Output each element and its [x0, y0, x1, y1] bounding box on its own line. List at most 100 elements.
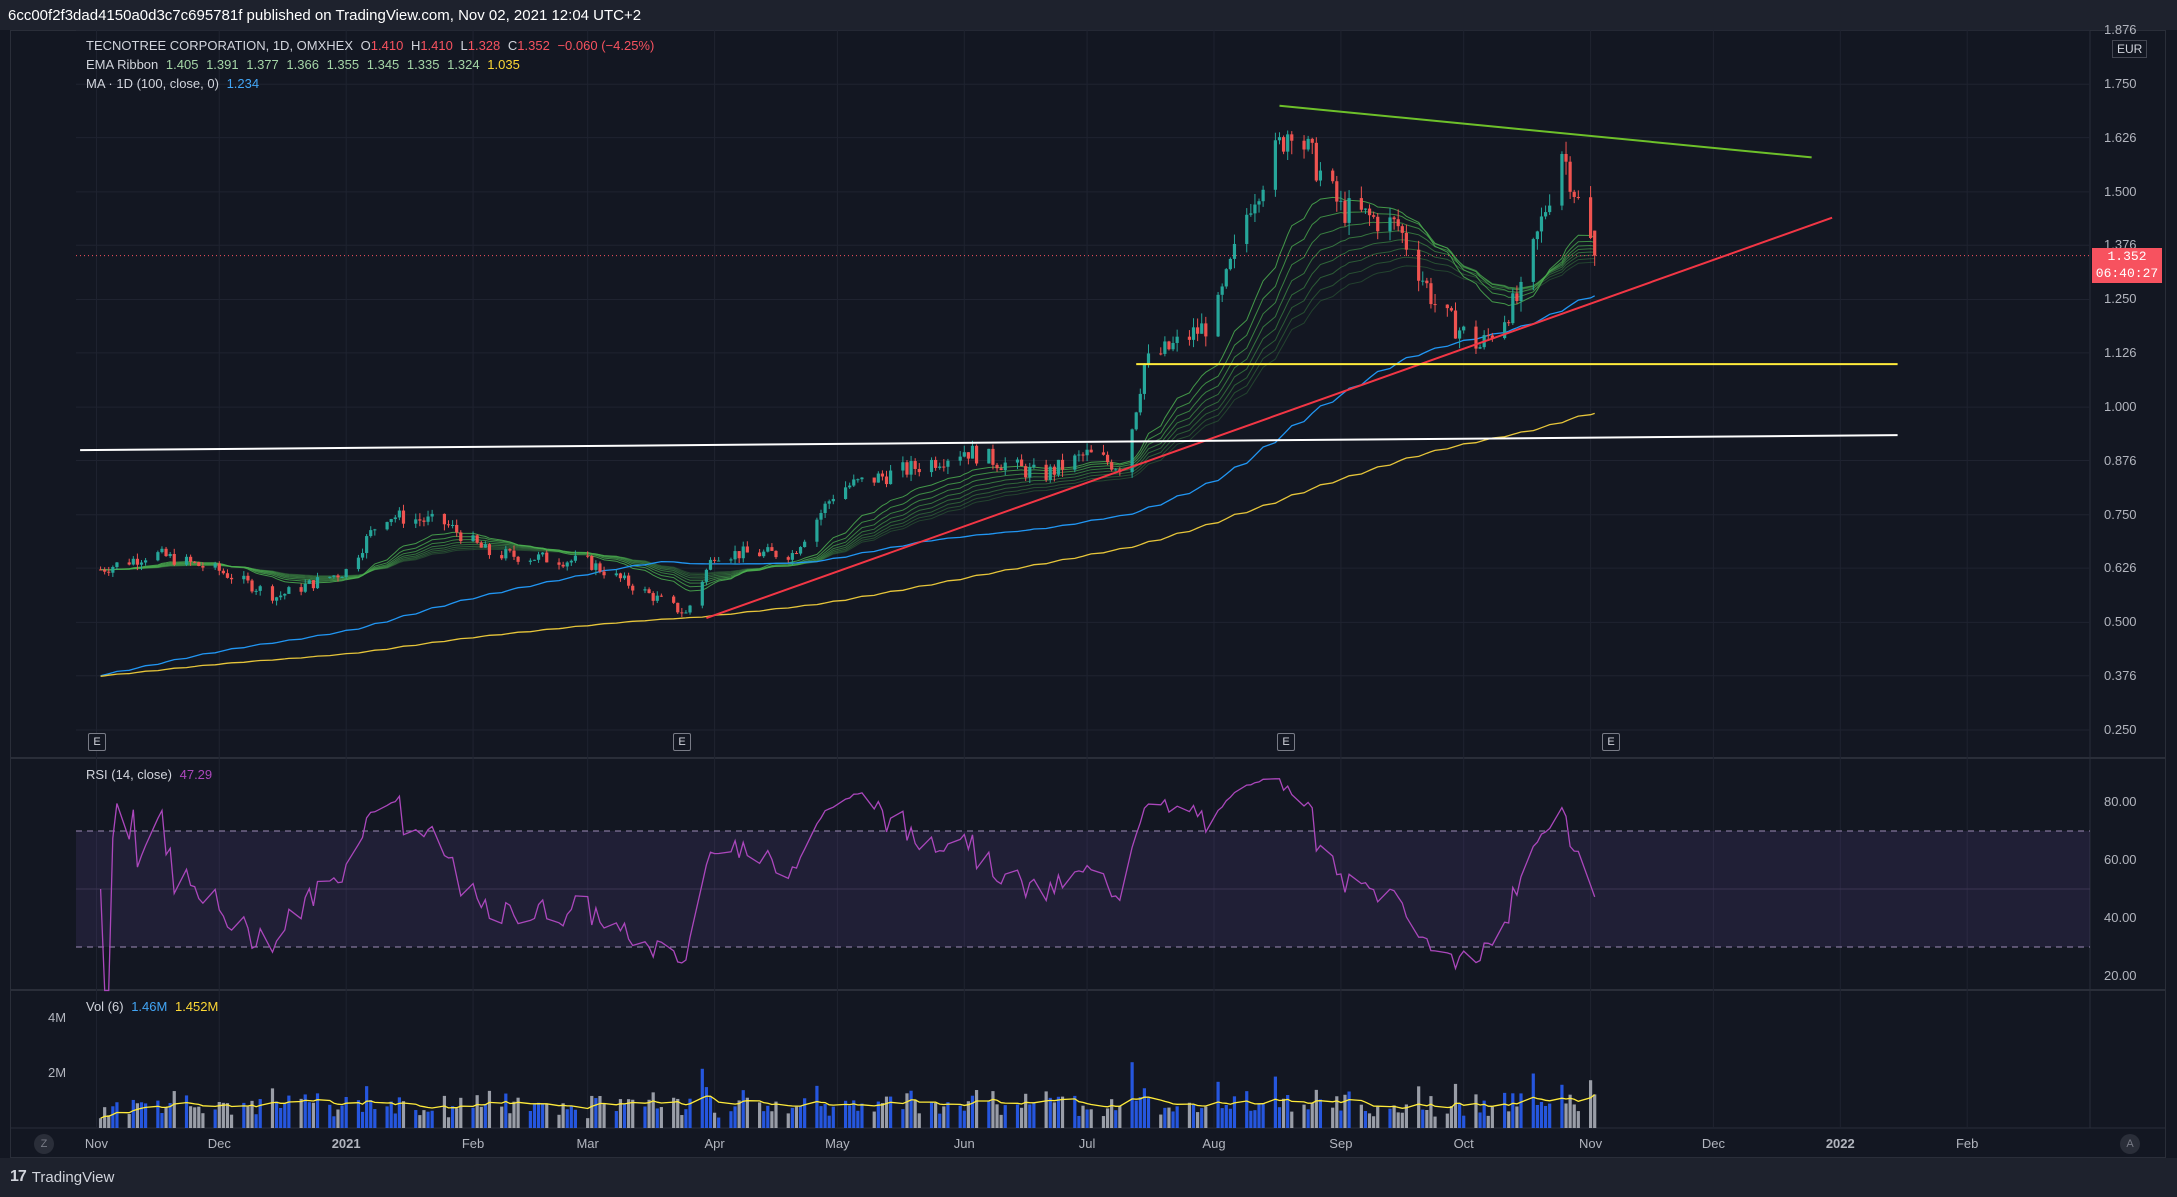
volume-bar: [848, 1105, 852, 1128]
volume-bar: [704, 1087, 708, 1128]
candle-body: [532, 559, 537, 561]
candle-body: [737, 551, 741, 559]
legend-ema-label[interactable]: EMA Ribbon: [86, 57, 159, 72]
candle-body: [1363, 208, 1368, 210]
candle-body: [500, 555, 504, 559]
volume-bar: [1142, 1088, 1147, 1128]
candle-body: [1220, 286, 1224, 295]
volume-ma-line: [100, 1094, 1596, 1119]
volume-bar: [758, 1102, 762, 1128]
volume-bar: [1417, 1086, 1421, 1128]
legend-ma-value: 1.234: [226, 76, 260, 91]
candle-body: [712, 559, 717, 561]
volume-bar: [193, 1107, 197, 1128]
candle-body: [917, 468, 921, 473]
candle-body: [889, 470, 893, 485]
candle-body: [1310, 138, 1314, 143]
time-tick-label: Dec: [207, 1136, 231, 1151]
candle-body: [672, 596, 676, 603]
volume-bar: [1482, 1100, 1486, 1128]
volume-bar: [917, 1113, 921, 1128]
candle-body: [966, 452, 970, 459]
candle-body: [884, 476, 889, 485]
volume-bar: [1216, 1081, 1220, 1128]
volume-bar: [1261, 1103, 1265, 1128]
legend-vol-label[interactable]: Vol (6): [86, 999, 124, 1014]
volume-bar: [307, 1102, 311, 1128]
volume-bar: [1363, 1110, 1368, 1128]
volume-bar: [504, 1093, 508, 1128]
candle-body: [1376, 216, 1380, 232]
volume-bar: [311, 1102, 316, 1128]
price-tick-label: 0.250: [2104, 722, 2137, 737]
volume-bar: [274, 1101, 279, 1128]
volume-bar: [455, 1108, 459, 1128]
volume-bar: [1335, 1096, 1339, 1128]
volume-bar: [774, 1101, 778, 1128]
candle-body: [962, 452, 966, 457]
ema-ribbon-line: [100, 196, 1595, 592]
volume-bar: [508, 1113, 512, 1128]
time-tick-label: Dec: [1701, 1136, 1725, 1151]
volume-bar: [1343, 1094, 1347, 1128]
volume-bar: [385, 1106, 389, 1128]
legend-ma-label[interactable]: MA · 1D (100, close, 0): [86, 76, 219, 91]
volume-bar: [852, 1100, 856, 1128]
currency-badge[interactable]: EUR: [2112, 40, 2148, 58]
volume-bar: [201, 1113, 205, 1128]
volume-bar: [242, 1102, 246, 1128]
volume-bar: [1560, 1084, 1564, 1128]
volume-bar: [1572, 1104, 1576, 1128]
legend-symbol[interactable]: TECNOTREE CORPORATION, 1D, OMXHEX: [86, 38, 354, 53]
time-tick-label: 2021: [331, 1136, 361, 1151]
volume-bar: [1425, 1110, 1429, 1128]
chart-frame[interactable]: [10, 30, 2166, 1158]
candle-body: [360, 553, 365, 558]
candle-body: [762, 551, 766, 557]
zoom-reset-button[interactable]: Z: [34, 1134, 54, 1154]
legend-h-label: H: [410, 38, 421, 53]
candle-body: [1052, 466, 1056, 475]
volume-bar: [1105, 1108, 1110, 1128]
volume-bar: [315, 1093, 320, 1128]
candle-body: [1224, 269, 1228, 287]
brand[interactable]: 17 TradingView: [10, 1168, 114, 1186]
volume-bar: [614, 1111, 618, 1128]
volume-bar: [974, 1090, 979, 1128]
rsi-tick-label: 40.00: [2104, 910, 2137, 925]
candle-body: [103, 569, 107, 572]
candle-body: [254, 590, 258, 592]
volume-bar: [717, 1117, 721, 1128]
candle-body: [1105, 454, 1110, 463]
candle-body: [287, 587, 291, 594]
volume-bar: [446, 1117, 451, 1128]
time-tick-label: Feb: [1955, 1136, 1979, 1151]
candle-body: [1417, 249, 1421, 281]
candle-body: [561, 564, 565, 567]
earnings-badge[interactable]: E: [1602, 733, 1620, 751]
volume-bar: [860, 1103, 864, 1128]
volume-bar: [643, 1106, 647, 1128]
bar-countdown: 06:40:27: [2095, 266, 2159, 281]
earnings-badge[interactable]: E: [88, 733, 106, 751]
candle-body: [999, 468, 1003, 471]
volume-bar: [970, 1095, 975, 1128]
candle-body: [356, 557, 361, 570]
candle-body: [459, 532, 463, 542]
earnings-badge[interactable]: E: [673, 733, 691, 751]
volume-bar: [934, 1102, 938, 1128]
volume-bar: [197, 1106, 201, 1128]
candle-body: [1253, 204, 1257, 214]
auto-scale-button[interactable]: A: [2120, 1134, 2140, 1154]
candle-body: [242, 575, 246, 580]
legend-rsi-label[interactable]: RSI (14, close): [86, 767, 172, 782]
volume-bar: [602, 1103, 606, 1128]
volume-bar: [737, 1100, 741, 1128]
earnings-badge[interactable]: E: [1277, 733, 1295, 751]
candle-body: [717, 560, 721, 562]
candle-body: [647, 589, 651, 594]
candle-body: [1060, 459, 1065, 470]
candle-body: [909, 461, 913, 475]
time-tick-label: May: [825, 1136, 850, 1151]
